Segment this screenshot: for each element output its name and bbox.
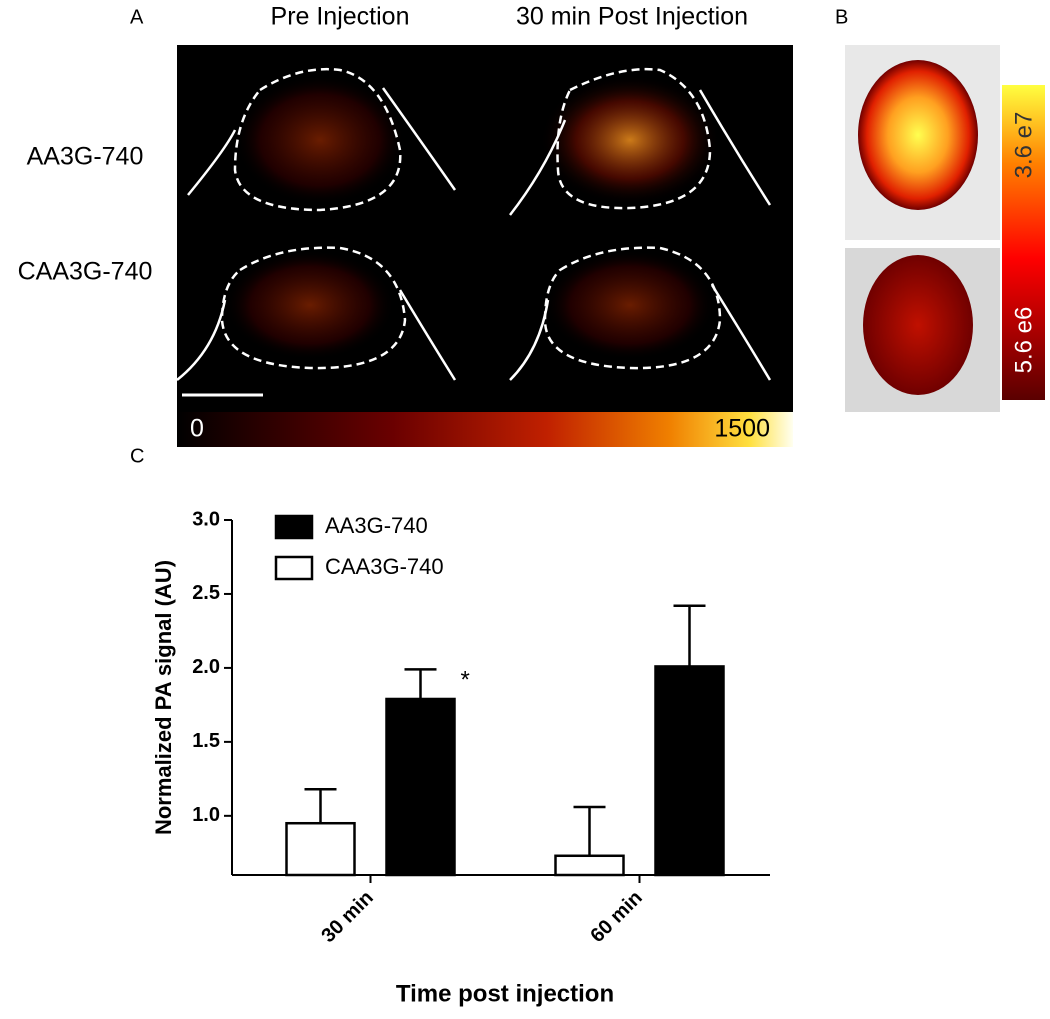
column-title: 30 min Post Injection	[516, 3, 748, 31]
signal	[545, 250, 715, 360]
legend-label: CAA3G-740	[325, 554, 444, 579]
x-axis-title: Time post injection	[396, 980, 614, 1007]
bar	[385, 697, 456, 877]
colorbar	[177, 412, 793, 447]
legend-label: AA3G-740	[325, 513, 428, 538]
signal	[540, 75, 720, 205]
y-tick-label: 1.0	[192, 804, 220, 826]
annotation: *	[461, 667, 470, 694]
bar	[554, 854, 625, 877]
colorbar-min: 0	[190, 415, 204, 443]
row-label: CAA3G-740	[18, 258, 153, 286]
x-tick-label: 60 min	[586, 887, 646, 947]
column-title: Pre Injection	[271, 3, 410, 31]
signal	[225, 250, 395, 360]
y-tick-label: 2.5	[192, 582, 220, 604]
bar-chart: 1.0 1.5 2.0 2.5 3.0 Normalized PA signal (AU)…	[151, 508, 770, 1007]
x-tick-label: 30 min	[317, 887, 377, 947]
y-tick-label: 3.0	[192, 508, 220, 530]
panel-label: A	[130, 6, 144, 28]
legend-swatch	[274, 514, 314, 540]
panel-label: B	[835, 6, 848, 28]
y-axis-title: Normalized PA signal (AU)	[151, 560, 176, 835]
row-label: AA3G-740	[27, 143, 144, 171]
tumor-outlines	[220, 67, 722, 370]
tumor-signal	[858, 60, 978, 210]
colorbar	[1002, 85, 1045, 400]
colorbar-label: 3.6 e7	[1010, 112, 1037, 179]
colorbar-label: 5.6 e6	[1010, 307, 1037, 374]
y-tick-label: 1.5	[192, 730, 220, 752]
skin-lines	[176, 87, 772, 381]
tumor-signal	[863, 255, 973, 395]
panel-label: C	[130, 445, 144, 467]
bar	[654, 665, 725, 877]
legend-swatch	[274, 555, 314, 581]
panel-labels: A B C	[130, 6, 848, 467]
colorbar-max: 1500	[714, 415, 770, 443]
y-tick-label: 2.0	[192, 656, 220, 678]
panel-a-images	[176, 45, 793, 447]
signal	[235, 75, 405, 205]
panel-b-images	[845, 45, 1045, 412]
bar	[285, 821, 356, 877]
